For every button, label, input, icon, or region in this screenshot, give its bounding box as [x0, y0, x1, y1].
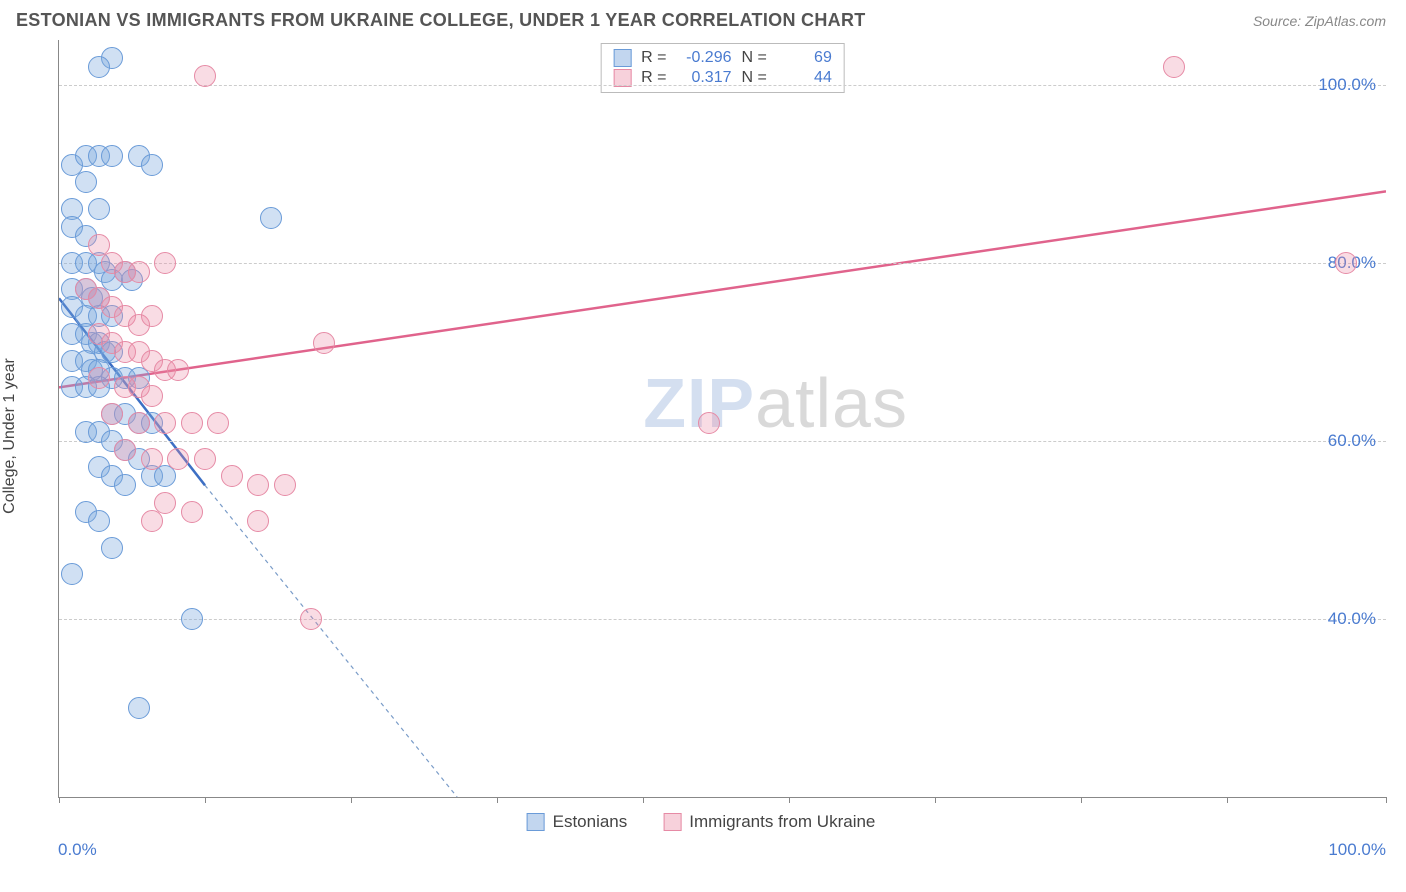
- y-axis-label: College, Under 1 year: [1, 358, 19, 514]
- swatch-pink-icon: [663, 813, 681, 831]
- data-point: [181, 412, 203, 434]
- data-point: [1335, 252, 1357, 274]
- gridline: [59, 619, 1386, 620]
- plot-region: ZIPatlas R = -0.296 N = 69 R = 0.317 N =…: [58, 40, 1386, 798]
- data-point: [101, 537, 123, 559]
- data-point: [141, 305, 163, 327]
- n-value: 69: [777, 49, 832, 67]
- watermark-atlas: atlas: [755, 364, 908, 442]
- gridline: [59, 85, 1386, 86]
- legend-label: Immigrants from Ukraine: [689, 812, 875, 832]
- data-point: [101, 145, 123, 167]
- data-point: [141, 154, 163, 176]
- x-axis-end-label: 100.0%: [1328, 840, 1386, 860]
- data-point: [88, 367, 110, 389]
- data-point: [300, 608, 322, 630]
- x-tick: [789, 797, 790, 803]
- gridline: [59, 441, 1386, 442]
- data-point: [247, 510, 269, 532]
- data-point: [194, 65, 216, 87]
- x-tick: [643, 797, 644, 803]
- chart-area: College, Under 1 year ZIPatlas R = -0.29…: [16, 40, 1386, 832]
- watermark-zip: ZIP: [643, 364, 755, 442]
- legend-label: Estonians: [553, 812, 628, 832]
- swatch-blue-icon: [527, 813, 545, 831]
- data-point: [75, 171, 97, 193]
- data-point: [88, 198, 110, 220]
- data-point: [260, 207, 282, 229]
- data-point: [154, 412, 176, 434]
- legend-item: Estonians: [527, 812, 628, 832]
- x-tick: [1386, 797, 1387, 803]
- y-tick-label: 40.0%: [1328, 609, 1376, 629]
- r-value: -0.296: [677, 49, 732, 67]
- data-point: [61, 563, 83, 585]
- data-point: [154, 252, 176, 274]
- n-label: N =: [742, 49, 767, 67]
- legend-item: Immigrants from Ukraine: [663, 812, 875, 832]
- data-point: [88, 56, 110, 78]
- chart-source: Source: ZipAtlas.com: [1253, 13, 1386, 29]
- y-tick-label: 60.0%: [1328, 431, 1376, 451]
- x-tick: [497, 797, 498, 803]
- watermark: ZIPatlas: [643, 363, 908, 443]
- data-point: [1163, 56, 1185, 78]
- swatch-blue-icon: [613, 49, 631, 67]
- x-tick: [351, 797, 352, 803]
- data-point: [128, 261, 150, 283]
- data-point: [114, 439, 136, 461]
- x-tick: [1227, 797, 1228, 803]
- data-point: [128, 697, 150, 719]
- data-point: [181, 501, 203, 523]
- data-point: [167, 448, 189, 470]
- gridline: [59, 263, 1386, 264]
- x-tick: [59, 797, 60, 803]
- r-label: R =: [641, 49, 666, 67]
- data-point: [101, 403, 123, 425]
- data-point: [114, 474, 136, 496]
- legend-series: Estonians Immigrants from Ukraine: [527, 812, 876, 832]
- data-point: [181, 608, 203, 630]
- data-point: [154, 465, 176, 487]
- data-point: [141, 448, 163, 470]
- data-point: [194, 448, 216, 470]
- x-tick: [205, 797, 206, 803]
- data-point: [88, 510, 110, 532]
- data-point: [698, 412, 720, 434]
- x-axis-start-label: 0.0%: [58, 840, 97, 860]
- data-point: [128, 412, 150, 434]
- y-tick-label: 100.0%: [1318, 75, 1376, 95]
- data-point: [221, 465, 243, 487]
- data-point: [167, 359, 189, 381]
- data-point: [274, 474, 296, 496]
- data-point: [313, 332, 335, 354]
- x-tick: [1081, 797, 1082, 803]
- data-point: [141, 510, 163, 532]
- data-point: [141, 385, 163, 407]
- legend-stats-row: R = -0.296 N = 69: [613, 48, 832, 68]
- data-point: [247, 474, 269, 496]
- chart-title: ESTONIAN VS IMMIGRANTS FROM UKRAINE COLL…: [16, 10, 866, 31]
- chart-header: ESTONIAN VS IMMIGRANTS FROM UKRAINE COLL…: [0, 0, 1406, 35]
- x-tick: [935, 797, 936, 803]
- regression-lines: [59, 40, 1386, 797]
- data-point: [207, 412, 229, 434]
